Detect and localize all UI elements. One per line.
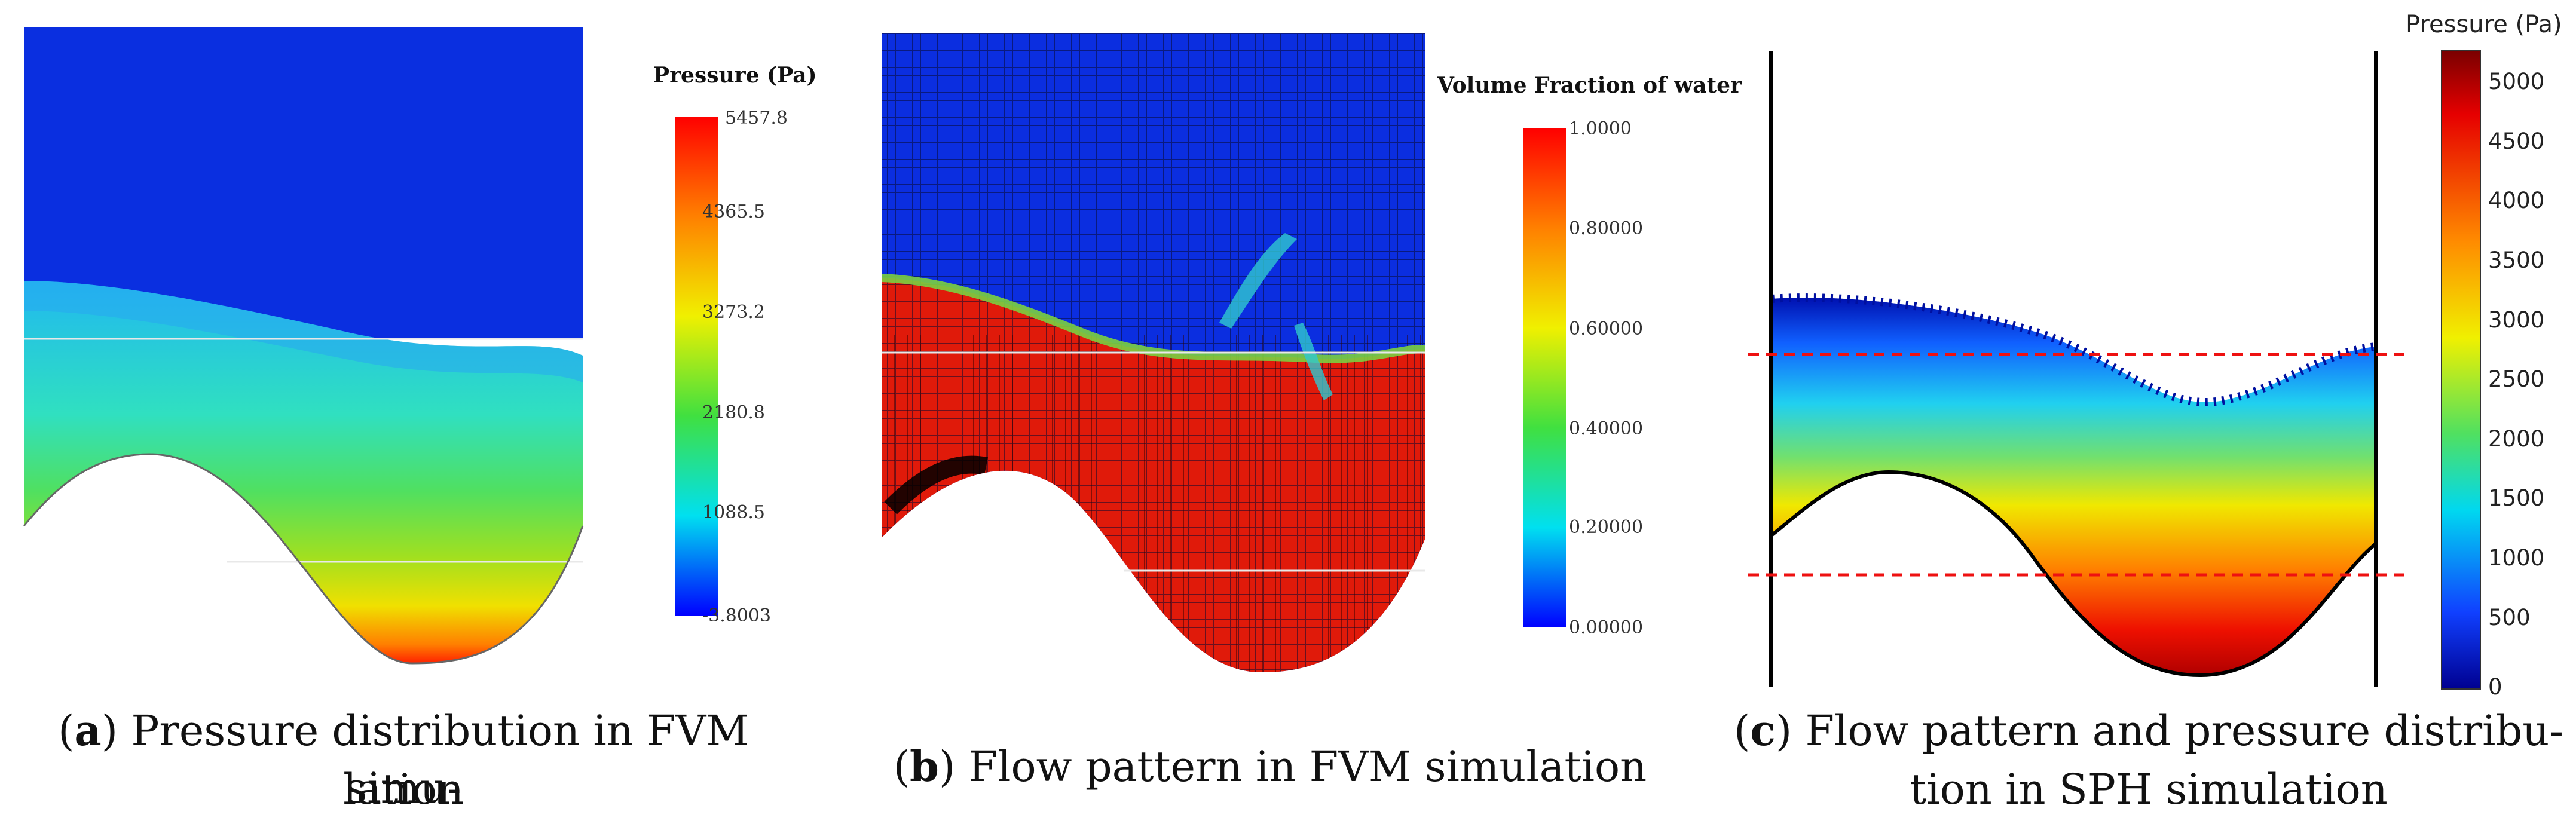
panel-b-spray-jet <box>1219 233 1297 329</box>
panel-a-free-surface-band <box>24 281 583 382</box>
panel-a-colorbar <box>675 117 718 616</box>
panel-a-colorbar-title: Pressure (Pa) <box>653 63 817 88</box>
panel-c-colorbar <box>2442 51 2480 689</box>
panel-a-plot <box>23 27 718 665</box>
panel-c-tick-4500: 4500 <box>2488 128 2545 154</box>
panel-a-caption-line1: ) Pressure distribution in FVM simu- <box>101 706 749 813</box>
panel-c-wall-profile <box>1771 470 2377 678</box>
panel-c-tick-2500: 2500 <box>2488 366 2545 392</box>
panel-c-tick-5000: 5000 <box>2488 69 2545 94</box>
panel-a-wall-profile <box>23 453 584 665</box>
panel-c-caption-line2: tion in SPH simulation <box>1910 765 2388 814</box>
panel-b-tick-5: 0.20000 <box>1569 517 1644 538</box>
panel-b-caption: (b) Flow pattern in FVM simulation <box>893 742 1647 791</box>
panel-c-tick-4000: 4000 <box>2488 188 2545 213</box>
panel-b-caption-letter: b <box>910 742 939 791</box>
panel-a-tick-2: 4365.5 <box>702 201 765 222</box>
panel-a-tick-6: -3.8003 <box>702 605 772 626</box>
panel-b-caption-line1: ) Flow pattern in FVM simulation <box>939 742 1647 791</box>
panel-c-plot <box>1748 50 2481 690</box>
panel-c-tick-3500: 3500 <box>2488 247 2545 273</box>
panel-c-colorbar-title: Pressure (Pa) <box>2406 11 2562 38</box>
panel-b-colorbar-title: Volume Fraction of water <box>1437 73 1742 98</box>
panel-c-caption-letter: c <box>1750 706 1776 755</box>
panel-c-tick-1500: 1500 <box>2488 485 2545 511</box>
panel-c-tick-3000: 3000 <box>2488 307 2545 333</box>
panel-a-tick-1: 5457.8 <box>725 108 788 128</box>
panel-a-pressure-field <box>24 281 583 663</box>
panel-b-colorbar <box>1523 128 1566 627</box>
panel-c-tick-500: 500 <box>2488 605 2531 630</box>
panel-b-tick-3: 0.60000 <box>1569 319 1644 339</box>
panel-b-tick-4: 0.40000 <box>1569 418 1644 439</box>
panel-a-caption-letter: a <box>74 706 102 755</box>
panel-b-tick-1: 1.0000 <box>1569 118 1632 139</box>
panel-a-air-region <box>24 27 583 338</box>
panel-a-tick-3: 3273.2 <box>702 302 765 323</box>
panel-a-caption-line2: lation <box>343 765 464 814</box>
panel-b-tick-2: 0.80000 <box>1569 218 1644 239</box>
panel-a-caption: (a) Pressure distribution in FVM simu- <box>58 706 749 813</box>
panel-c-caption-line1: ) Flow pattern and pressure distribu- <box>1775 706 2564 755</box>
panel-c-tick-0: 0 <box>2488 674 2502 700</box>
panel-c-tick-1000: 1000 <box>2488 545 2545 571</box>
panel-c-particle-field <box>1772 298 2376 675</box>
panel-a-tick-4: 2180.8 <box>702 402 765 423</box>
panel-c-caption: (c) Flow pattern and pressure distribu- <box>1733 706 2564 755</box>
panel-b-tick-6: 0.00000 <box>1569 617 1644 638</box>
panel-c-tick-2000: 2000 <box>2488 426 2545 452</box>
panel-b-plot <box>882 33 1566 672</box>
panel-a-tick-5: 1088.5 <box>702 502 765 523</box>
